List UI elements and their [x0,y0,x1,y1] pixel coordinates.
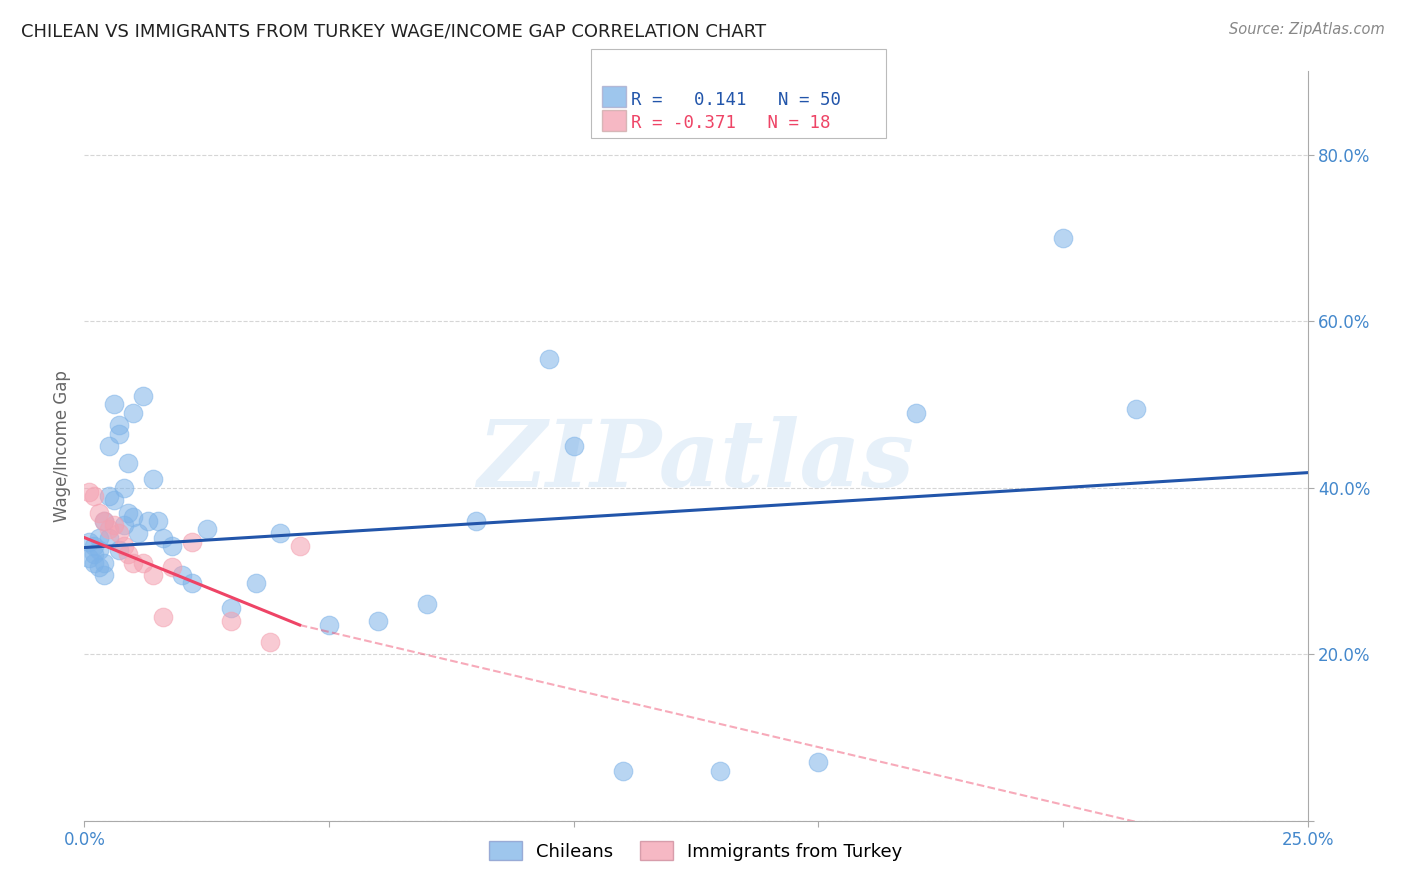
Point [709,764,731,778]
Point [112,539,135,553]
Point [117,506,139,520]
Point [1052,231,1074,245]
Point [77,534,100,549]
Point [538,351,561,366]
Point [87,531,110,545]
Point [146,514,169,528]
Point [416,597,439,611]
Point [97,522,120,536]
Point [117,456,139,470]
Point [87,559,110,574]
Point [269,526,291,541]
Point [132,556,155,570]
Point [152,609,174,624]
Point [219,601,242,615]
Point [1125,401,1147,416]
Point [127,526,149,541]
Text: R =   0.141   N = 50: R = 0.141 N = 50 [631,91,841,109]
Point [172,568,194,582]
Point [103,493,125,508]
Point [122,556,145,570]
Text: R = -0.371   N = 18: R = -0.371 N = 18 [631,114,831,132]
Point [807,756,830,770]
Point [152,531,174,545]
Point [93,556,115,570]
Point [142,472,165,486]
Point [97,439,120,453]
Point [112,481,135,495]
Point [107,543,129,558]
Point [97,531,120,545]
Point [142,568,165,582]
Text: CHILEAN VS IMMIGRANTS FROM TURKEY WAGE/INCOME GAP CORRELATION CHART: CHILEAN VS IMMIGRANTS FROM TURKEY WAGE/I… [21,22,766,40]
Point [83,556,105,570]
Text: ZIPatlas: ZIPatlas [478,416,914,506]
Point [107,526,129,541]
Point [562,439,585,453]
Point [83,539,105,553]
Text: Source: ZipAtlas.com: Source: ZipAtlas.com [1229,22,1385,37]
Point [245,576,267,591]
Point [103,397,125,411]
Point [612,764,634,778]
Point [83,489,105,503]
Point [181,576,204,591]
Point [219,614,242,628]
Point [83,547,105,561]
Legend: Chileans, Immigrants from Turkey: Chileans, Immigrants from Turkey [482,833,910,868]
Point [103,518,125,533]
Point [97,489,120,503]
Point [162,539,184,553]
Point [122,406,145,420]
Point [87,543,110,558]
Point [162,559,184,574]
Point [132,389,155,403]
Point [112,518,135,533]
Point [117,547,139,561]
Point [93,568,115,582]
Point [93,514,115,528]
Point [77,551,100,566]
Point [93,514,115,528]
Point [107,418,129,433]
Y-axis label: Wage/Income Gap: Wage/Income Gap [53,370,72,522]
Point [136,514,159,528]
Point [318,618,340,632]
Point [905,406,928,420]
Point [77,484,100,499]
Point [464,514,486,528]
Point [181,534,204,549]
Point [195,522,218,536]
Point [107,426,129,441]
Point [288,539,311,553]
Point [87,506,110,520]
Point [367,614,389,628]
Point [259,634,281,648]
Point [122,509,145,524]
